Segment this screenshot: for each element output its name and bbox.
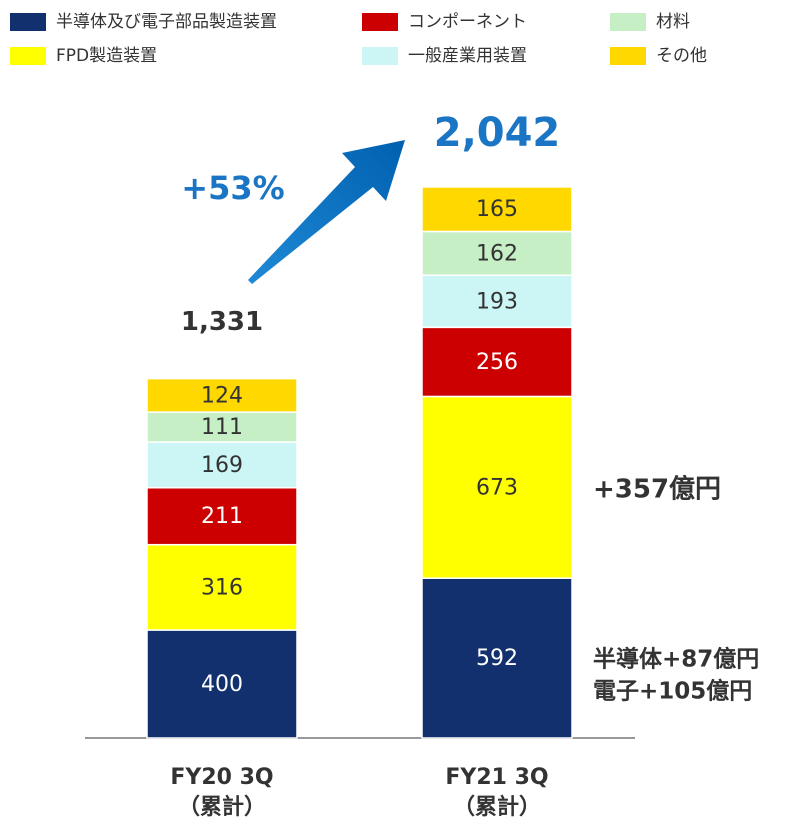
value-label: 124 xyxy=(201,383,243,408)
bar-segment xyxy=(146,629,298,739)
legend-swatch xyxy=(362,47,398,65)
value-label: 165 xyxy=(476,197,518,222)
growth-label: +53% xyxy=(181,169,284,207)
total-label: 2,042 xyxy=(434,110,561,156)
legend-swatch xyxy=(362,13,398,31)
legend-swatch xyxy=(610,47,646,65)
bar-segment xyxy=(421,326,573,398)
value-label: 673 xyxy=(476,475,518,500)
value-label: 111 xyxy=(201,415,243,440)
value-label: 193 xyxy=(476,289,518,314)
legend-label: その他 xyxy=(656,46,707,66)
legend-label: コンポーネント xyxy=(408,12,527,32)
fpd-increase: +357億円 xyxy=(593,475,721,505)
bar-segment xyxy=(146,377,298,413)
value-label: 316 xyxy=(201,575,243,600)
legend-label: 材料 xyxy=(656,12,690,32)
bar-segment xyxy=(421,186,573,233)
legend-label: 一般産業用装置 xyxy=(408,46,527,66)
bar-segment xyxy=(421,230,573,276)
value-label: 162 xyxy=(476,241,518,266)
elec-increase: 電子+105億円 xyxy=(593,678,752,705)
legend-label: 半導体及び電子部品製造装置 xyxy=(56,12,277,32)
legend-swatch xyxy=(610,13,646,31)
semi-increase: 半導体+87億円 xyxy=(593,646,759,673)
x-tick-note: （累計） xyxy=(453,794,541,820)
x-tick-label: FY21 3Q xyxy=(445,765,548,790)
growth-arrow xyxy=(248,140,405,284)
value-label: 211 xyxy=(201,504,243,529)
bar-segment xyxy=(421,577,573,739)
x-tick-note: （累計） xyxy=(178,794,266,820)
x-tick-label: FY20 3Q xyxy=(170,765,273,790)
value-label: 169 xyxy=(201,453,243,478)
value-label: 256 xyxy=(476,350,518,375)
total-label: 1,331 xyxy=(181,307,263,337)
legend-label: FPD製造装置 xyxy=(56,46,157,66)
bar-segment xyxy=(421,395,573,579)
bar-segment xyxy=(146,441,298,489)
bar-segment xyxy=(146,411,298,443)
legend-swatch xyxy=(10,47,46,65)
value-label: 592 xyxy=(476,646,518,671)
bar-segment xyxy=(421,274,573,329)
bar-segment xyxy=(146,543,298,631)
value-label: 400 xyxy=(201,672,243,697)
legend-swatch xyxy=(10,13,46,31)
